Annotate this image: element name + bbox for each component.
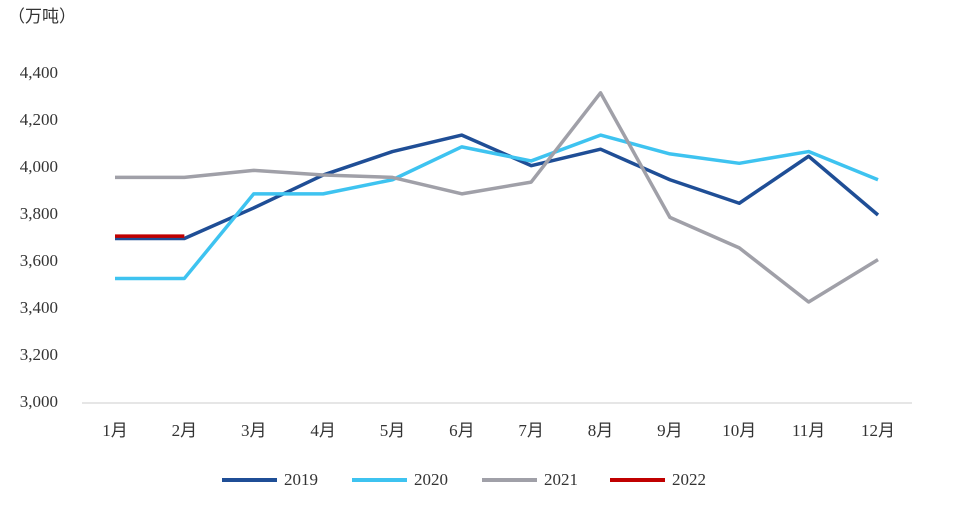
- unit-label: （万吨）: [8, 7, 76, 26]
- series-line: [115, 133, 879, 281]
- x-tick-label: 6月: [449, 421, 475, 440]
- legend-label: 2020: [414, 470, 448, 489]
- x-tick-label: 5月: [380, 421, 406, 440]
- x-tick-label: 7月: [518, 421, 544, 440]
- series-line: [115, 133, 880, 241]
- y-tick-label: 4,000: [20, 157, 58, 176]
- y-tick-label: 4,400: [20, 63, 58, 82]
- y-tick-label: 3,800: [20, 204, 58, 223]
- x-tick-label: 1月: [102, 421, 128, 440]
- y-tick-label: 3,200: [20, 345, 58, 364]
- y-tick-label: 3,600: [20, 251, 58, 270]
- x-tick-label: 3月: [241, 421, 267, 440]
- x-tick-label: 12月: [861, 421, 895, 440]
- legend-label: 2021: [544, 470, 578, 489]
- series-line: [115, 91, 879, 304]
- x-tick-label: 10月: [722, 421, 756, 440]
- x-tick-label: 2月: [172, 421, 198, 440]
- y-tick-label: 3,000: [20, 392, 58, 411]
- y-tick-label: 4,200: [20, 110, 58, 129]
- x-tick-label: 11月: [792, 421, 825, 440]
- y-tick-label: 3,400: [20, 298, 58, 317]
- x-tick-label: 8月: [588, 421, 614, 440]
- x-tick-label: 4月: [310, 421, 336, 440]
- legend-label: 2022: [672, 470, 706, 489]
- legend-label: 2019: [284, 470, 318, 489]
- x-tick-label: 9月: [657, 421, 683, 440]
